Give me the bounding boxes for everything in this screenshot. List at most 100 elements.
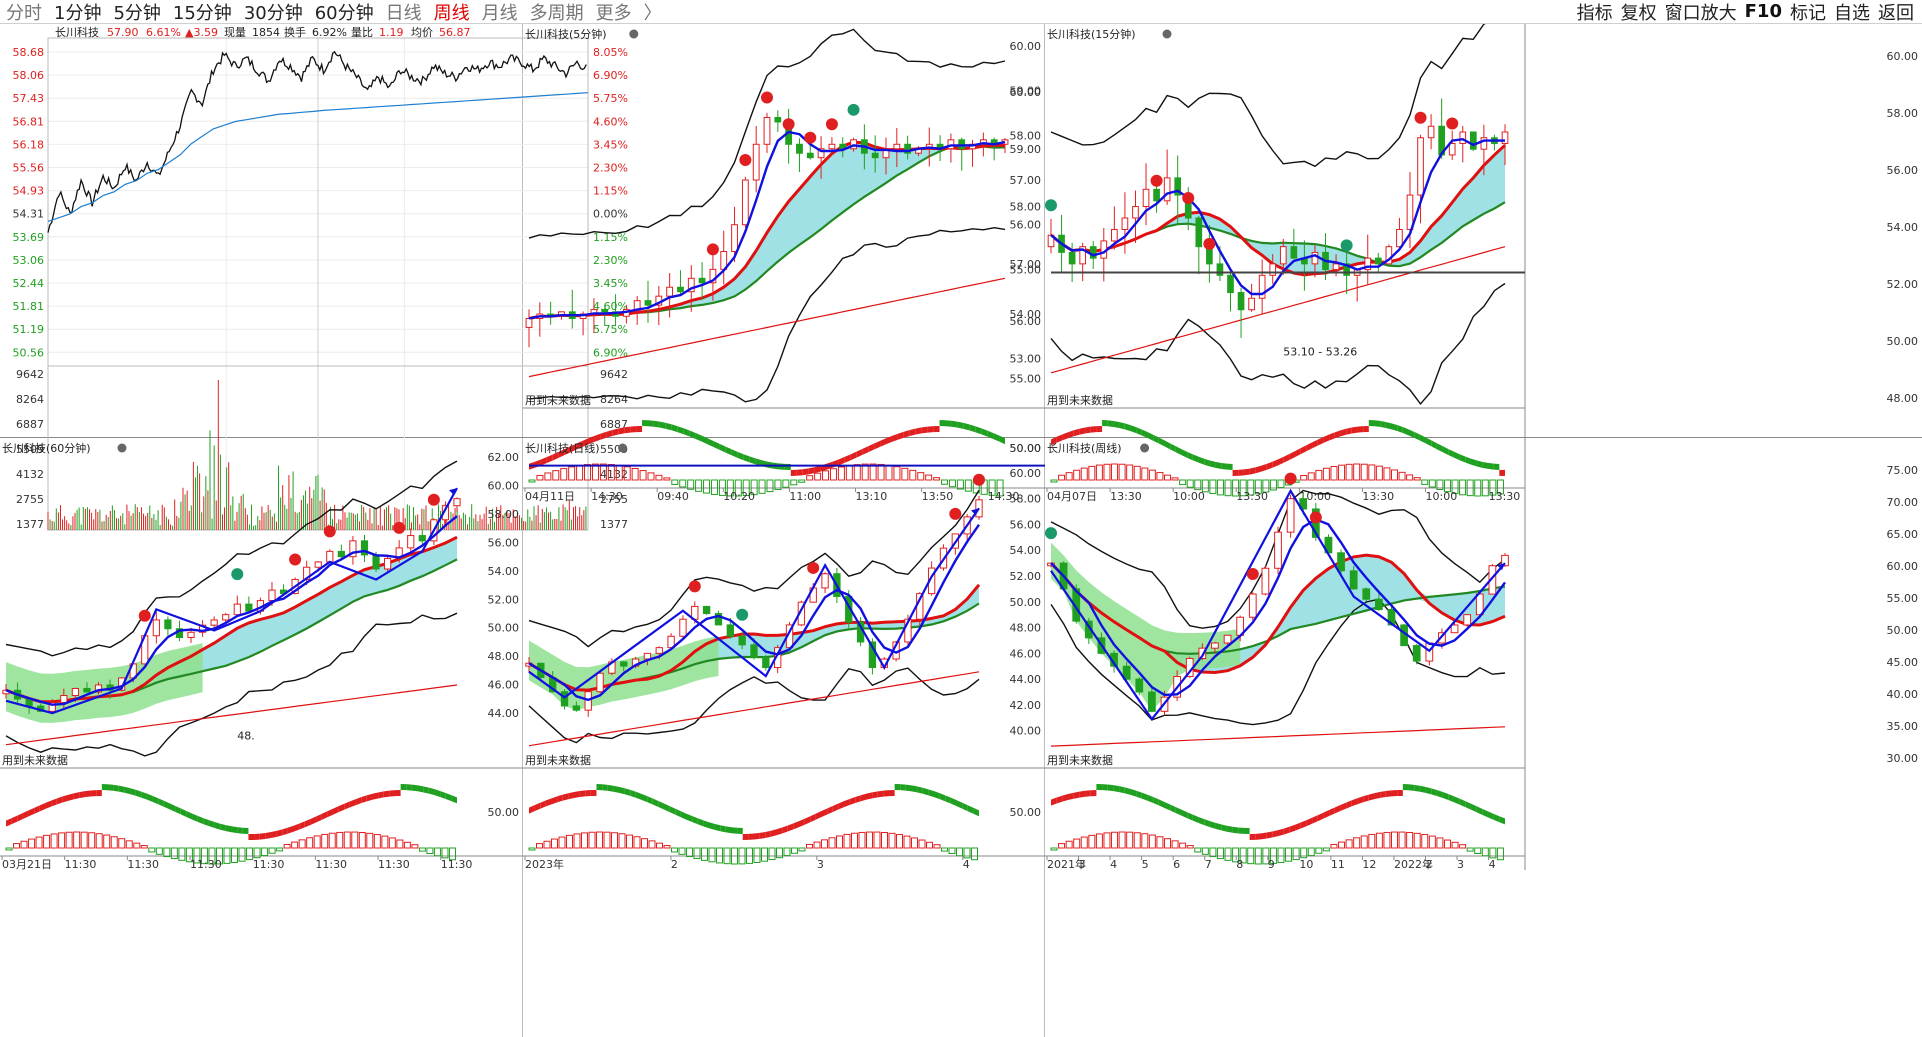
indicator-ribbon	[1107, 784, 1114, 792]
indicator-ribbon	[1402, 784, 1409, 791]
indicator-ribbon	[434, 789, 441, 797]
indicator-bar	[731, 847, 738, 865]
period-tab-1[interactable]: 1分钟	[54, 2, 102, 24]
indicator-ribbon	[860, 793, 867, 802]
indicator-bar	[261, 847, 269, 857]
indicator-ribbon	[1181, 449, 1188, 458]
candle-body	[679, 618, 687, 637]
price-tick: 52.44	[13, 277, 45, 290]
period-tab-2[interactable]: 5分钟	[113, 2, 161, 24]
indicator-ribbon	[411, 784, 418, 792]
period-tab-10[interactable]: 更多	[595, 2, 632, 24]
indicator-ribbon	[1493, 813, 1500, 823]
indicator-bar	[1496, 479, 1504, 495]
tool-button-1[interactable]: 复权	[1620, 2, 1657, 24]
indicator-bar	[1065, 472, 1073, 481]
indicator-bar	[1073, 469, 1081, 481]
price-tick: 50.00	[488, 622, 520, 635]
indicator-ribbon	[1329, 807, 1335, 817]
indicator-ribbon	[1232, 469, 1239, 476]
time-tick: 13:30	[1362, 490, 1394, 503]
candle-body	[643, 652, 652, 660]
bollinger-upper	[1050, 24, 1486, 168]
price-tick: 48.00	[488, 650, 520, 663]
candle-body	[1248, 297, 1255, 311]
indicator-bar	[1126, 831, 1134, 849]
indicator-ribbon	[1141, 792, 1148, 801]
indicator-bar	[687, 479, 695, 490]
vol-tick: 9642	[16, 368, 44, 381]
indicator-bar	[1413, 477, 1421, 481]
tool-button-2[interactable]: 窗口放大	[1664, 2, 1737, 24]
buy-marker	[1309, 511, 1322, 524]
indicator-bar	[1201, 479, 1209, 493]
candle-body	[1258, 274, 1266, 299]
indicator-ribbon	[1119, 422, 1125, 430]
candle-body	[572, 705, 581, 711]
indicator-ribbon	[39, 802, 46, 812]
indicator-bar	[253, 847, 261, 859]
indicator-ribbon	[1198, 816, 1205, 826]
candle-body	[762, 657, 770, 669]
indicator-bar	[1428, 479, 1436, 488]
period-tab-11[interactable]: 〉	[643, 2, 662, 24]
period-tab-4[interactable]: 30分钟	[243, 2, 303, 24]
period-tab-0[interactable]: 分时	[6, 2, 42, 24]
period-tab-3[interactable]: 15分钟	[172, 2, 232, 24]
indicator-bar	[1474, 479, 1482, 497]
period-tab-8[interactable]: 月线	[481, 2, 518, 24]
indicator-bar	[1345, 463, 1353, 481]
indicator-bar	[418, 847, 426, 852]
indicator-bar	[551, 838, 558, 849]
tool-button-4[interactable]: 标记	[1790, 2, 1826, 24]
candle-body	[806, 152, 814, 159]
indicator-bar	[933, 477, 941, 481]
tool-button-6[interactable]: 返回	[1878, 2, 1914, 24]
vol-tick: 6887	[600, 418, 628, 431]
indicator-ribbon	[1289, 451, 1296, 460]
candle-body	[868, 641, 877, 669]
indicator-ribbon	[1260, 463, 1267, 472]
ma-long	[528, 277, 1006, 378]
indicator-ribbon	[1340, 428, 1347, 437]
indicator-bar	[1126, 464, 1134, 481]
indicator-ribbon	[1209, 821, 1216, 829]
buy-marker	[973, 473, 985, 486]
candle-body	[741, 179, 749, 226]
indicator-ribbon	[862, 446, 869, 456]
indicator-bar	[536, 843, 543, 849]
vol-tick: 1377	[16, 518, 44, 531]
indicator-ribbon	[808, 467, 815, 475]
tool-button-3[interactable]: F10	[1744, 1, 1782, 22]
period-tab-9[interactable]: 多周期	[529, 2, 584, 24]
indicator-bar	[877, 463, 885, 481]
candle-body	[349, 540, 357, 558]
candle-body	[1163, 177, 1171, 202]
price-tick: 44.00	[1010, 673, 1042, 686]
period-tab-6[interactable]: 日线	[385, 2, 422, 24]
indicator-ribbon	[417, 785, 424, 793]
candle-body	[1072, 588, 1081, 622]
indicator-ribbon	[665, 422, 672, 431]
period-tab-5[interactable]: 60分钟	[314, 2, 374, 24]
indicator-bar	[200, 847, 208, 865]
indicator-bar	[155, 847, 163, 855]
period-tab-7[interactable]: 周线	[433, 2, 470, 24]
indicator-bar	[896, 834, 903, 849]
indicator-ribbon	[1260, 832, 1267, 840]
price-tick: 55.00	[1010, 263, 1042, 276]
ma-blue	[1050, 517, 1506, 697]
tool-button-0[interactable]: 指标	[1576, 2, 1613, 24]
indicator-ribbon	[1312, 439, 1318, 449]
indicator-bar	[1133, 832, 1141, 849]
pct-tick: 6.90%	[593, 346, 628, 359]
indicator-ribbon	[588, 435, 595, 445]
panel-title: 长川科技(周线)	[1047, 441, 1122, 455]
indicator-bar	[988, 479, 996, 496]
indicator-ribbon	[118, 785, 125, 793]
tool-button-5[interactable]: 自选	[1834, 2, 1870, 24]
right-tick: 65.00	[1887, 528, 1919, 541]
time-tick: 11:30	[190, 858, 222, 871]
indicator-bar	[566, 834, 573, 849]
candle-body	[1198, 647, 1207, 659]
